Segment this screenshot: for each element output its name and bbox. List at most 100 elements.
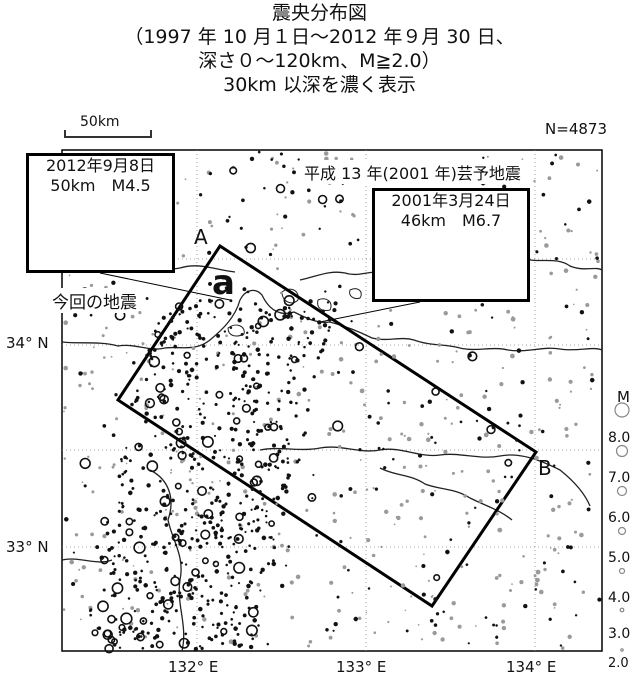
shallow-epicenter xyxy=(432,630,437,636)
deep-epicenter xyxy=(190,502,195,506)
shallow-epicenter xyxy=(188,470,192,473)
deep-epicenter xyxy=(312,317,316,321)
deep-epicenter xyxy=(220,510,225,515)
shallow-epicenter xyxy=(317,325,322,330)
deep-epicenter xyxy=(247,522,251,526)
deep-epicenter xyxy=(183,351,191,359)
deep-epicenter xyxy=(495,624,498,627)
deep-epicenter xyxy=(220,633,225,637)
deep-epicenter xyxy=(223,621,228,625)
deep-epicenter xyxy=(95,545,100,550)
deep-epicenter xyxy=(204,357,209,361)
shallow-epicenter xyxy=(549,271,553,276)
shallow-epicenter xyxy=(579,532,584,538)
deep-epicenter xyxy=(216,622,221,627)
deep-epicenter xyxy=(257,315,270,328)
deep-epicenter xyxy=(229,326,233,330)
shallow-epicenter xyxy=(510,353,515,359)
deep-epicenter xyxy=(150,644,155,649)
shallow-epicenter xyxy=(557,552,560,555)
deep-epicenter xyxy=(139,635,143,638)
deep-epicenter xyxy=(179,445,183,449)
deep-epicenter xyxy=(163,516,168,521)
deep-epicenter xyxy=(160,599,165,604)
deep-epicenter xyxy=(232,417,241,425)
shallow-epicenter xyxy=(342,565,347,570)
deep-epicenter xyxy=(188,453,193,457)
deep-epicenter xyxy=(250,581,254,585)
deep-epicenter xyxy=(208,171,213,176)
deep-epicenter xyxy=(182,581,193,593)
deep-epicenter xyxy=(241,511,247,517)
deep-epicenter xyxy=(149,364,153,368)
deep-epicenter xyxy=(259,571,263,575)
shallow-epicenter xyxy=(275,502,278,506)
deep-epicenter xyxy=(120,457,123,461)
shallow-epicenter xyxy=(420,488,425,494)
deep-epicenter xyxy=(170,599,174,604)
deep-epicenter xyxy=(286,363,290,366)
shallow-epicenter xyxy=(193,499,198,504)
deep-epicenter xyxy=(102,588,106,592)
shallow-epicenter xyxy=(351,212,355,217)
deep-epicenter xyxy=(249,325,254,330)
magnitude-legend-title: M xyxy=(617,388,630,406)
deep-epicenter xyxy=(78,371,83,376)
deep-epicenter xyxy=(154,585,158,589)
shallow-epicenter xyxy=(570,498,573,501)
deep-epicenter xyxy=(181,436,186,441)
deep-epicenter xyxy=(209,521,213,524)
deep-epicenter xyxy=(295,460,299,464)
shallow-epicenter xyxy=(544,236,547,240)
deep-epicenter xyxy=(306,336,310,340)
deep-epicenter xyxy=(220,545,224,549)
shallow-epicenter xyxy=(262,501,267,506)
deep-epicenter xyxy=(573,580,577,584)
deep-epicenter xyxy=(250,633,253,637)
cross-section-box xyxy=(115,243,539,609)
deep-epicenter xyxy=(255,369,260,374)
deep-epicenter xyxy=(159,616,165,621)
deep-epicenter xyxy=(232,471,237,476)
deep-epicenter xyxy=(146,631,150,635)
deep-epicenter xyxy=(251,637,255,641)
deep-epicenter xyxy=(274,464,277,468)
shallow-epicenter xyxy=(450,422,453,425)
deep-epicenter xyxy=(510,475,514,479)
deep-epicenter xyxy=(161,502,167,507)
deep-epicenter xyxy=(503,475,507,479)
shallow-epicenter xyxy=(558,406,561,409)
shallow-epicenter xyxy=(400,583,406,588)
deep-epicenter xyxy=(187,397,190,400)
shallow-epicenter xyxy=(342,429,346,433)
deep-epicenter xyxy=(249,156,255,162)
deep-epicenter xyxy=(134,398,139,403)
deep-epicenter xyxy=(128,459,132,463)
shallow-epicenter xyxy=(594,252,599,256)
shallow-epicenter xyxy=(430,595,433,598)
shallow-epicenter xyxy=(390,585,392,588)
deep-epicenter xyxy=(277,399,281,403)
deep-epicenter xyxy=(118,501,121,504)
deep-epicenter xyxy=(194,375,199,380)
shallow-epicenter xyxy=(79,618,82,621)
deep-epicenter xyxy=(201,336,206,341)
deep-epicenter xyxy=(226,554,231,559)
deep-epicenter xyxy=(177,528,182,533)
deep-epicenter xyxy=(167,541,171,545)
shallow-epicenter xyxy=(437,343,442,347)
deep-epicenter xyxy=(141,619,145,623)
shallow-epicenter xyxy=(160,431,165,436)
deep-epicenter xyxy=(433,597,438,602)
deep-epicenter xyxy=(178,539,187,548)
map-period: （1997 年 10 月１日～2012 年９月 30 日、 xyxy=(124,26,515,48)
deep-epicenter xyxy=(191,516,194,519)
deep-epicenter xyxy=(124,559,129,563)
magnitude-legend-6: 6.0 xyxy=(608,510,631,526)
deep-epicenter xyxy=(561,569,565,574)
shallow-epicenter xyxy=(406,436,412,442)
shallow-epicenter xyxy=(423,553,425,555)
deep-epicenter xyxy=(346,568,350,572)
deep-epicenter xyxy=(564,304,569,309)
deep-epicenter xyxy=(405,629,409,633)
